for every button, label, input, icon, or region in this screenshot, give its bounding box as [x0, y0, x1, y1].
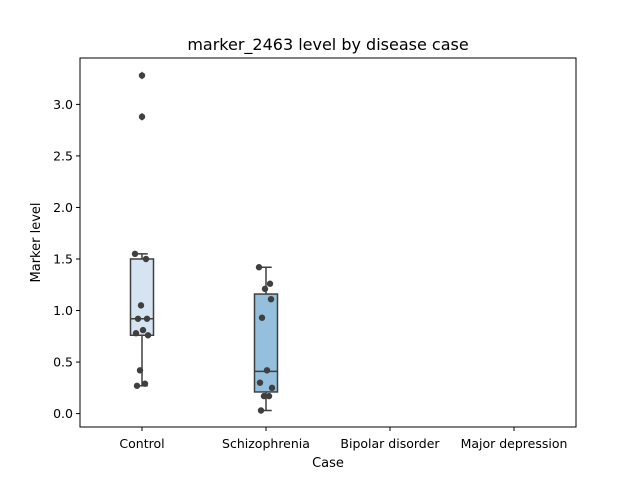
y-tick-label: 2.0 [53, 200, 73, 215]
data-point [265, 392, 273, 400]
y-tick-label: 3.0 [53, 97, 73, 112]
data-point [142, 255, 150, 263]
data-point [267, 295, 275, 303]
data-point [133, 382, 141, 389]
data-point [266, 280, 274, 287]
data-point [268, 384, 276, 392]
y-tick-label: 1.5 [53, 251, 73, 266]
x-tick-label: Major depression [461, 436, 568, 451]
data-point [261, 285, 269, 293]
box-body [253, 293, 279, 393]
y-tick-label: 2.5 [53, 148, 73, 163]
data-point [258, 314, 266, 321]
y-tick-label: 0.5 [53, 355, 73, 370]
chart-title: marker_2463 level by disease case [187, 35, 468, 55]
x-tick-label: Bipolar disorder [340, 436, 440, 451]
data-point [257, 407, 265, 414]
x-axis-label: Case [312, 456, 344, 471]
data-point [255, 264, 263, 271]
data-point [263, 367, 271, 374]
data-point [131, 250, 139, 258]
x-tick-label: Control [119, 436, 164, 451]
y-axis-label: Marker level [29, 203, 44, 283]
plot-frame [79, 57, 577, 428]
data-point [143, 315, 151, 322]
data-point [260, 392, 268, 400]
data-point [136, 367, 144, 374]
plot-area [129, 71, 279, 414]
data-point [137, 302, 145, 309]
data-point [144, 332, 152, 339]
data-point [138, 113, 146, 120]
x-axis: Control Schizophrenia Bipolar disorder Majo… [119, 427, 567, 451]
y-tick-label: 1.0 [53, 303, 73, 318]
x-tick-label: Schizophrenia [222, 436, 310, 451]
box-group [129, 71, 155, 389]
data-point [134, 315, 142, 322]
data-point [132, 330, 140, 337]
data-point [256, 379, 264, 386]
data-point [139, 326, 147, 334]
data-point [138, 72, 146, 79]
box-group [253, 264, 279, 414]
box-body [129, 258, 155, 337]
y-axis: 0.0 0.5 1.0 1.5 2.0 2.5 3.0 [53, 97, 80, 421]
y-tick-label: 0.0 [53, 406, 73, 421]
data-point [141, 380, 149, 387]
